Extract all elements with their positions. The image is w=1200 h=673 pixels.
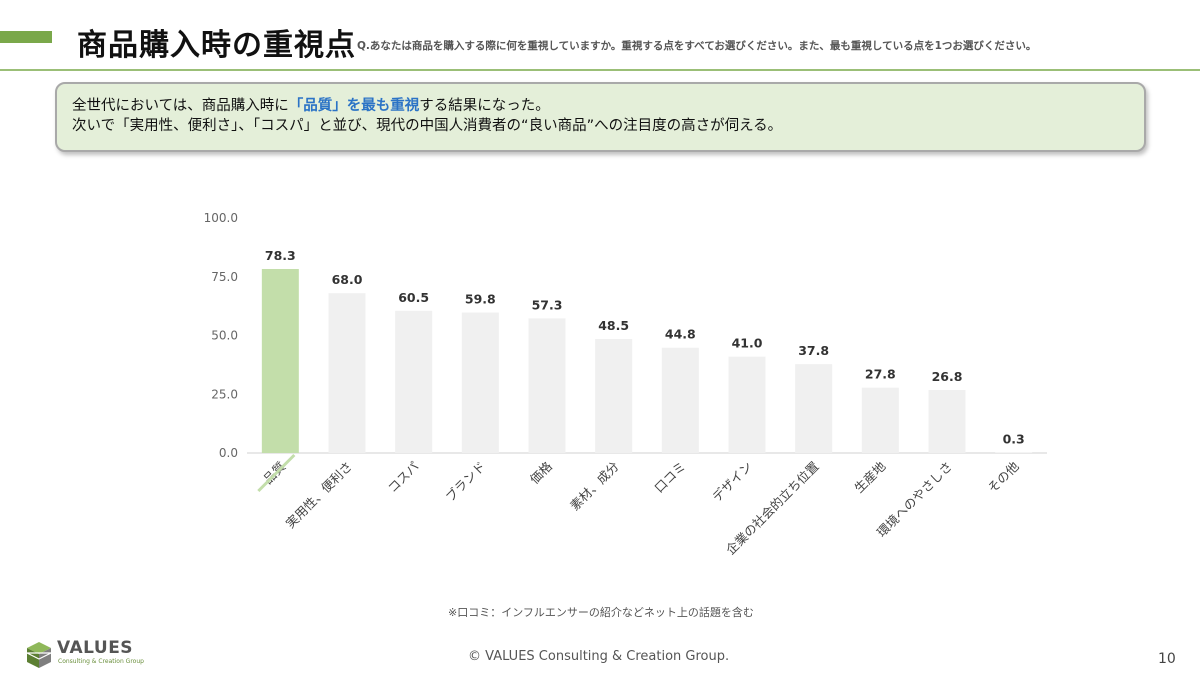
y-tick-label: 50.0 [211, 329, 238, 343]
header-divider [0, 69, 1200, 71]
bar-10 [861, 387, 899, 453]
category-label: ブランド [442, 459, 488, 505]
data-label: 48.5 [598, 318, 629, 333]
logo-cube-icon [26, 642, 52, 668]
data-label: 60.5 [398, 290, 429, 305]
page-title: 商品購入時の重視点 [77, 28, 356, 63]
y-tick-label: 100.0 [204, 211, 238, 225]
highlight-underline [257, 453, 296, 493]
bar-12 [995, 452, 1033, 453]
bar-4 [461, 312, 499, 453]
data-label: 37.8 [798, 343, 829, 358]
summary-text: 全世代においては、商品購入時に [72, 98, 289, 114]
category-label: 価格 [527, 458, 556, 487]
bar-1 [261, 268, 299, 453]
summary-box: 全世代においては、商品購入時に「品質」を最も重視する結果になった。 次いで「実用… [55, 82, 1146, 152]
data-label: 78.3 [265, 248, 296, 263]
bar-6 [595, 339, 633, 453]
summary-text: する結果になった。 [419, 98, 550, 114]
data-label: 41.0 [732, 336, 763, 351]
summary-highlight: 「品質」を最も重視 [288, 98, 420, 114]
bar-2 [328, 293, 366, 453]
category-label: デザイン [709, 459, 755, 505]
data-label: 26.8 [932, 369, 963, 384]
summary-line-1: 全世代においては、商品購入時に「品質」を最も重視する結果になった。 [72, 96, 1144, 116]
data-label: 57.3 [532, 297, 563, 312]
header-accent-bar [0, 31, 52, 43]
bar-7 [661, 347, 699, 453]
page-number: 10 [1158, 651, 1176, 667]
category-label: 口コミ [651, 459, 688, 496]
bar-11 [928, 390, 966, 453]
y-tick-label: 25.0 [211, 387, 238, 401]
copyright: © VALUES Consulting & Creation Group. [468, 649, 730, 664]
logo-name: VALUES [57, 638, 134, 658]
summary-line-2: 次いで「実用性、便利さ」、「コスパ」と並び、現代の中国人消費者の“良い商品”への… [72, 118, 783, 134]
category-label: 生産地 [851, 458, 888, 495]
footnote: ※口コミ：インフルエンサーの紹介などネット上の話題を含む [448, 606, 754, 619]
category-label: 品質 [260, 459, 288, 487]
category-label: コスパ [385, 459, 422, 496]
bar-8 [728, 356, 766, 453]
data-label: 27.8 [865, 367, 896, 382]
bar-3 [395, 310, 433, 453]
data-label: 68.0 [332, 272, 363, 287]
data-label: 59.8 [465, 291, 496, 306]
category-label: 素材、成分 [567, 459, 622, 514]
company-logo: VALUES Consulting & Creation Group [25, 638, 144, 670]
bar-9 [795, 364, 833, 453]
survey-question: Q.あなたは商品を購入する際に何を重視していますか。重視する点をすべてお選びくだ… [357, 40, 1037, 52]
data-label: 0.3 [1003, 431, 1025, 446]
logo-subtitle: Consulting & Creation Group [58, 658, 144, 665]
y-tick-label: 75.0 [211, 270, 238, 284]
bar-5 [528, 318, 566, 453]
category-label: その他 [985, 458, 1022, 495]
bar-chart: 0.0 25.0 50.0 75.0 100.0 78.3 品質 68.0 実用性、便利さ 60.… [204, 211, 1047, 558]
y-tick-label: 0.0 [219, 446, 238, 460]
category-label: 実用性、便利さ [283, 459, 355, 531]
data-label: 44.8 [665, 327, 696, 342]
